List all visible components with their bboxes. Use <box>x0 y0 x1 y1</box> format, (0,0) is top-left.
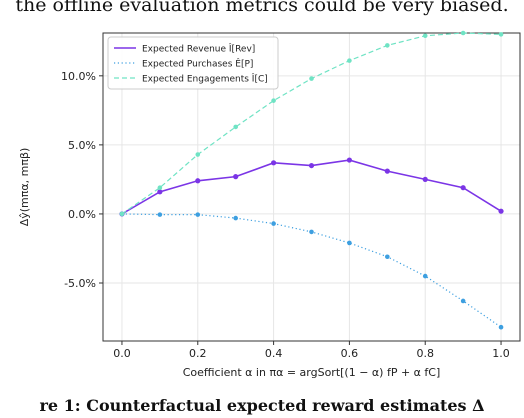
data-point <box>270 160 277 166</box>
plot-frame <box>102 32 521 342</box>
x-tick-label: 0.6 <box>341 347 359 360</box>
y-axis-ticks: -5.0% 0.0% 5.0% 10.0% <box>61 70 103 290</box>
y-tick-label: 0.0% <box>68 208 96 221</box>
legend-label: Expected Revenue Î[Rev] <box>142 43 255 55</box>
legend-box <box>107 36 279 90</box>
data-point <box>271 221 276 226</box>
figure-caption-text: re 1: Counterfactual expected reward est… <box>39 396 485 415</box>
y-tick-label: 10.0% <box>61 70 96 83</box>
data-point <box>422 33 428 39</box>
data-point <box>233 174 239 180</box>
data-point <box>195 152 201 157</box>
data-point <box>422 273 428 279</box>
grid-lines <box>103 33 520 341</box>
data-point <box>498 324 504 330</box>
legend: Expected Revenue Î[Rev] Expected Purchase… <box>107 36 279 90</box>
data-point <box>498 32 504 37</box>
legend-label: Expected Engagements Î[C] <box>142 73 268 85</box>
x-axis-label: Coefficient α in πα = argSort[(1 − α) fP… <box>183 366 441 379</box>
data-point <box>347 240 352 246</box>
x-tick-label: 0.8 <box>416 347 434 360</box>
data-point <box>460 30 466 36</box>
data-point <box>385 254 390 260</box>
data-point <box>385 43 390 48</box>
data-point <box>271 98 276 103</box>
series-lines <box>119 30 504 330</box>
y-axis-label: Δŷ(mπα, mπβ) <box>18 148 31 227</box>
data-point <box>233 215 238 221</box>
legend-label: Expected Purchases Ê[P] <box>142 58 253 70</box>
data-point <box>119 211 125 217</box>
y-tick-label: -5.0% <box>64 277 96 290</box>
data-point <box>460 298 466 304</box>
data-point <box>195 212 201 217</box>
top-caption-text: the offline evaluation metrics could be … <box>15 0 509 16</box>
data-point <box>346 157 353 163</box>
data-point <box>157 212 163 217</box>
data-point <box>309 229 314 235</box>
data-point <box>157 189 163 195</box>
x-tick-label: 0.2 <box>189 347 207 360</box>
data-point <box>384 168 390 174</box>
data-point <box>422 176 428 183</box>
x-tick-label: 1.0 <box>492 347 510 360</box>
x-tick-label: 0.0 <box>113 347 131 360</box>
x-tick-label: 0.4 <box>265 347 283 360</box>
data-point <box>195 178 201 184</box>
x-axis-ticks: 0.0 0.2 0.4 0.6 0.8 1.0 <box>113 341 510 360</box>
data-point <box>233 124 238 130</box>
data-point <box>308 162 315 169</box>
data-point <box>460 185 466 191</box>
data-point <box>347 58 352 63</box>
data-point <box>498 208 504 214</box>
y-tick-label: 5.0% <box>68 139 96 152</box>
data-point <box>309 76 314 81</box>
data-point <box>157 185 163 190</box>
